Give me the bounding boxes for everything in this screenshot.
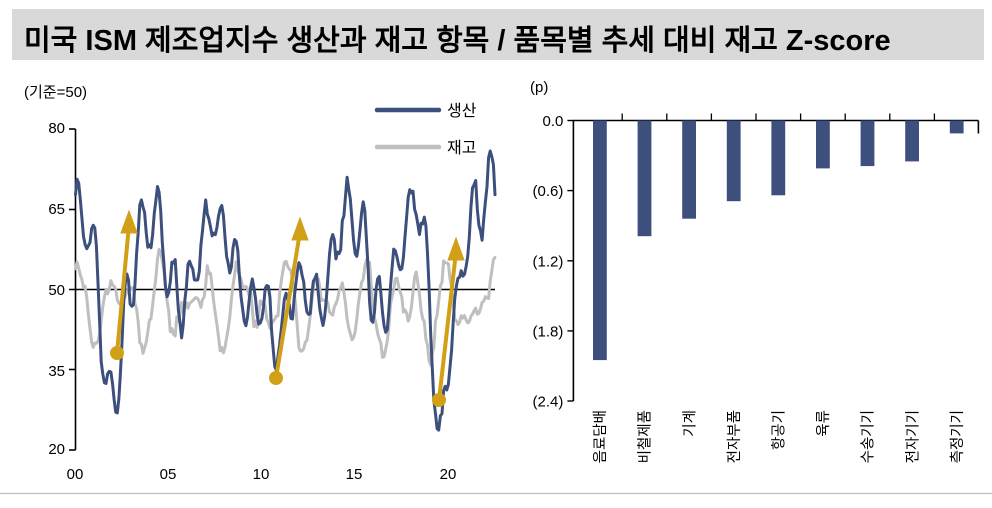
- svg-text:기계: 기계: [681, 410, 698, 437]
- svg-text:생산: 생산: [447, 102, 477, 120]
- svg-text:비철제품: 비철제품: [637, 410, 654, 463]
- svg-text:음료담배: 음료담배: [592, 410, 609, 463]
- svg-text:35: 35: [48, 363, 65, 380]
- svg-text:재고: 재고: [447, 139, 476, 157]
- svg-text:10: 10: [253, 466, 270, 483]
- svg-text:(p): (p): [530, 79, 548, 96]
- svg-text:육류: 육류: [816, 410, 832, 437]
- svg-text:전자기기: 전자기기: [904, 410, 921, 463]
- svg-text:20: 20: [440, 466, 457, 483]
- svg-text:05: 05: [160, 466, 177, 483]
- svg-text:항공기: 항공기: [771, 410, 788, 450]
- svg-text:측정기기: 측정기기: [949, 410, 966, 463]
- svg-text:80: 80: [48, 120, 65, 137]
- svg-text:00: 00: [67, 466, 84, 483]
- svg-text:50: 50: [48, 282, 65, 299]
- svg-text:(0.6): (0.6): [533, 183, 564, 200]
- svg-text:(1.2): (1.2): [533, 253, 564, 270]
- svg-text:(기준=50): (기준=50): [24, 84, 87, 101]
- svg-text:15: 15: [346, 466, 363, 483]
- svg-text:20: 20: [48, 441, 65, 458]
- svg-text:(2.4): (2.4): [533, 394, 564, 411]
- svg-text:(1.8): (1.8): [533, 323, 564, 340]
- svg-text:전자부품: 전자부품: [726, 410, 743, 463]
- svg-text:65: 65: [48, 201, 65, 218]
- svg-text:0.0: 0.0: [543, 113, 564, 130]
- svg-text:수송기기: 수송기기: [860, 410, 877, 463]
